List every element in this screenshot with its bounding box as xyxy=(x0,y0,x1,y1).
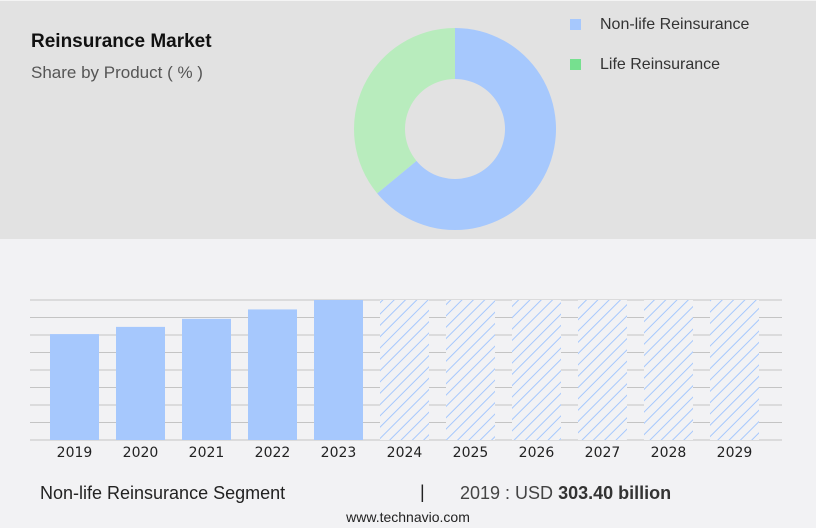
legend-label: Non-life Reinsurance xyxy=(600,16,750,33)
x-label-2022: 2022 xyxy=(254,445,291,461)
x-label-2019: 2019 xyxy=(56,445,93,461)
forecast-bar-2029 xyxy=(710,300,759,440)
x-label-2025: 2025 xyxy=(452,445,489,461)
bar-chart xyxy=(30,299,782,441)
bar-2019 xyxy=(50,334,99,440)
legend-swatch-nonlife xyxy=(570,19,581,30)
legend-label: Life Reinsurance xyxy=(600,56,721,73)
x-label-2026: 2026 xyxy=(518,445,555,461)
forecast-bar-2027 xyxy=(578,300,627,440)
chart-subtitle: Share by Product ( % ) xyxy=(31,63,203,82)
forecast-bar-2026 xyxy=(512,300,561,440)
x-label-2024: 2024 xyxy=(386,445,423,461)
donut-slice-life xyxy=(354,28,455,194)
donut-chart xyxy=(354,28,556,231)
forecast-bar-2028 xyxy=(644,300,693,440)
bar-2023 xyxy=(314,300,363,440)
bar-2021 xyxy=(182,318,231,440)
source-url: www.technavio.com xyxy=(346,509,470,525)
chart-title: Reinsurance Market xyxy=(31,31,212,52)
legend-swatch-life xyxy=(570,59,581,70)
x-axis-labels: 2019 2020 2021 2022 2023 2024 2025 2026 2027 2028… xyxy=(0,445,816,465)
x-label-2021: 2021 xyxy=(188,445,225,461)
bar-2020 xyxy=(116,326,165,440)
x-label-2023: 2023 xyxy=(320,445,357,461)
footer-separator: | xyxy=(420,482,425,502)
x-label-2029: 2029 xyxy=(716,445,753,461)
x-label-2028: 2028 xyxy=(650,445,687,461)
value-amount: 303.40 billion xyxy=(558,483,672,503)
value-prefix: 2019 : USD xyxy=(460,483,554,503)
x-label-2027: 2027 xyxy=(584,445,621,461)
forecast-bar-2024 xyxy=(380,300,429,440)
segment-value: 2019 : USD 303.40 billion xyxy=(460,483,671,504)
segment-label: Non-life Reinsurance Segment xyxy=(40,483,286,503)
donut-slice-nonlife xyxy=(377,28,556,231)
bar-2022 xyxy=(248,309,297,440)
forecast-bar-2025 xyxy=(446,300,495,440)
x-label-2020: 2020 xyxy=(122,445,159,461)
